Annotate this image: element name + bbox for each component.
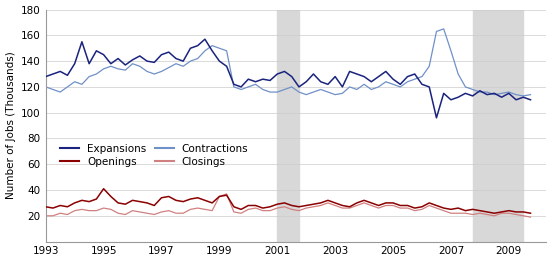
Bar (473, 9, 523, 242)
Y-axis label: Number of Jobs (Thousands): Number of Jobs (Thousands) (6, 52, 15, 199)
Bar (277, 9, 299, 242)
Legend: Expansions, Openings, Contractions, Closings: Expansions, Openings, Contractions, Clos… (56, 140, 253, 171)
